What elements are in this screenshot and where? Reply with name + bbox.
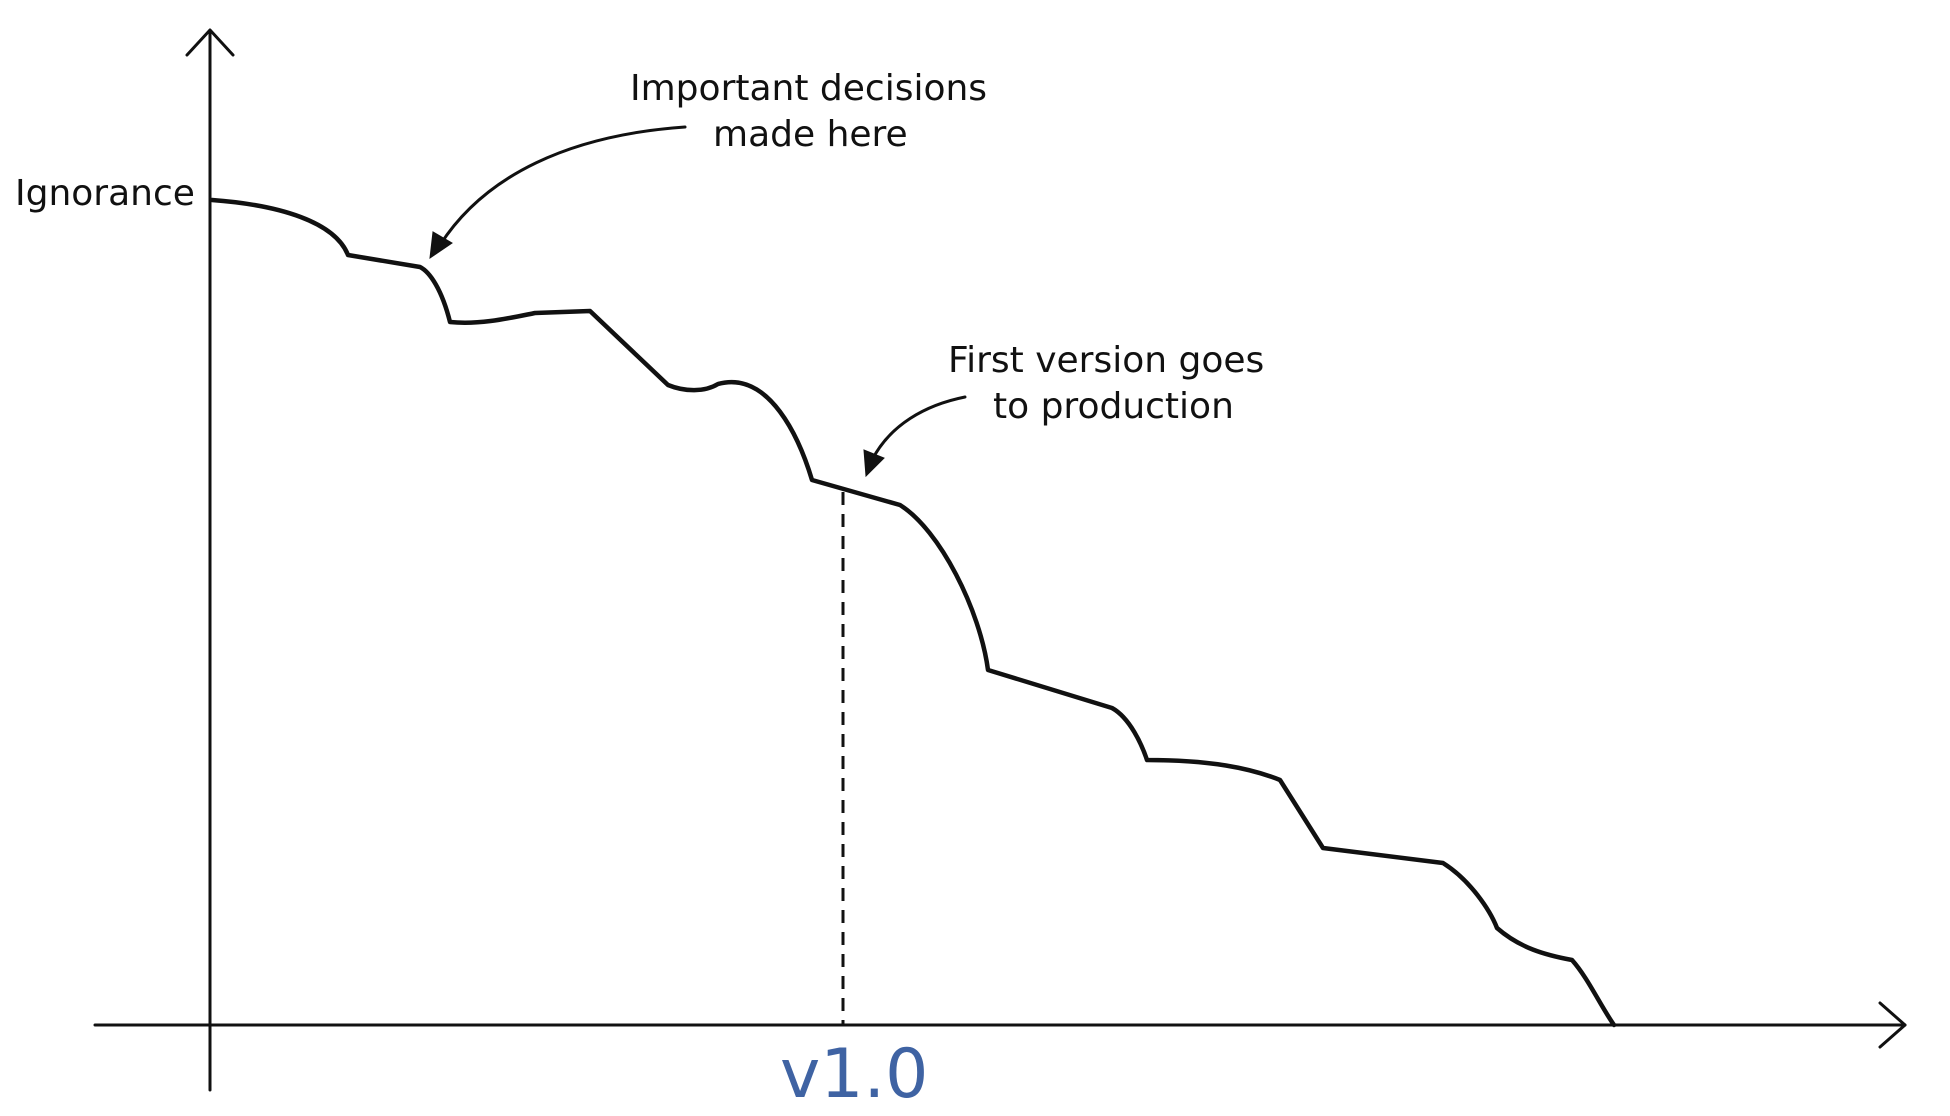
annotation-decisions-line1: Important decisions xyxy=(630,68,987,109)
decisions-arrow xyxy=(438,125,687,247)
annotation-release-line2: to production xyxy=(993,386,1234,427)
annotation-release-line1: First version goes xyxy=(948,340,1264,381)
ignorance-curve xyxy=(209,197,1617,1028)
x-axis xyxy=(93,1001,1907,1049)
v1-label: v1.0 xyxy=(780,1035,928,1114)
decisions-arrowhead xyxy=(429,231,453,260)
release-arrowhead xyxy=(863,449,885,478)
annotation-decisions-line2: made here xyxy=(713,114,908,155)
release-arrow xyxy=(870,395,967,462)
annotation-decisions: Important decisions made here xyxy=(429,68,987,260)
annotation-release: First version goes to production xyxy=(863,340,1264,478)
y-axis-label: Ignorance xyxy=(15,173,195,214)
y-axis xyxy=(185,28,235,1092)
